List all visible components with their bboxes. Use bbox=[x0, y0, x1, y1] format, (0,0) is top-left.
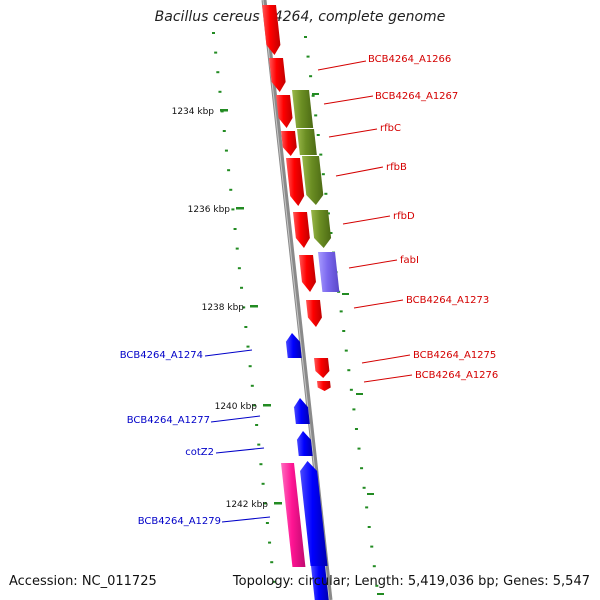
gene-track bbox=[262, 5, 340, 600]
gene-forward[interactable] bbox=[262, 5, 281, 55]
kbp-label: 1234 kbp bbox=[172, 107, 215, 117]
gene-pink[interactable] bbox=[281, 463, 306, 567]
kbp-scale: 1234 kbp 1236 kbp 1238 kbp 1240 kbp 1242 kbp bbox=[172, 107, 282, 510]
gene-rfb[interactable] bbox=[311, 210, 332, 248]
accession-text: Accession: NC_011725 bbox=[9, 574, 157, 589]
gene-label-rfbd[interactable]: rfbD bbox=[393, 211, 415, 222]
kbp-label: 1242 kbp bbox=[226, 500, 269, 510]
kbp-label: 1238 kbp bbox=[202, 303, 245, 313]
gene-forward[interactable] bbox=[306, 300, 322, 327]
gene-label-bcb4264_a1273[interactable]: BCB4264_A1273 bbox=[406, 295, 489, 306]
map-title: Bacillus cereus B4264, complete genome bbox=[154, 9, 446, 25]
gene-forward[interactable] bbox=[276, 95, 293, 128]
gene-reverse[interactable] bbox=[311, 566, 329, 600]
gene-label-rfbc[interactable]: rfbC bbox=[380, 123, 401, 134]
gene-reverse[interactable] bbox=[285, 333, 302, 358]
gene-forward[interactable] bbox=[281, 131, 297, 156]
kbp-label: 1236 kbp bbox=[188, 205, 231, 215]
gene-forward[interactable] bbox=[269, 58, 286, 92]
gene-forward[interactable] bbox=[299, 255, 316, 292]
gene-label-bcb4264_a1275[interactable]: BCB4264_A1275 bbox=[413, 350, 496, 361]
gene-label-bcb4264_a1276[interactable]: BCB4264_A1276 bbox=[415, 370, 498, 381]
gene-forward[interactable] bbox=[314, 358, 330, 378]
gene-label-cotz2[interactable]: cotZ2 bbox=[185, 447, 214, 458]
gene-rfb[interactable] bbox=[297, 129, 317, 155]
gene-forward[interactable] bbox=[286, 158, 305, 206]
gene-label-rfbb[interactable]: rfbB bbox=[386, 162, 407, 173]
gene-forward[interactable] bbox=[317, 381, 331, 391]
gene-labels: BCB4264_A1266 BCB4264_A1267 rfbC rfbB rfbD fa… bbox=[120, 54, 499, 527]
gene-reverse[interactable] bbox=[294, 398, 310, 424]
gene-forward[interactable] bbox=[293, 212, 310, 248]
gene-label-bcb4264_a1266[interactable]: BCB4264_A1266 bbox=[368, 54, 451, 65]
gene-label-bcb4264_a1279[interactable]: BCB4264_A1279 bbox=[138, 516, 221, 527]
gene-label-bcb4264_a1267[interactable]: BCB4264_A1267 bbox=[375, 91, 458, 102]
gene-label-fabi[interactable]: fabI bbox=[400, 255, 419, 266]
gene-rfb[interactable] bbox=[302, 156, 324, 205]
genome-summary: Topology: circular; Length: 5,419,036 bp… bbox=[232, 574, 590, 589]
kbp-label: 1240 kbp bbox=[215, 402, 258, 412]
gene-reverse[interactable] bbox=[300, 461, 328, 566]
gene-reverse[interactable] bbox=[296, 431, 313, 456]
gene-label-bcb4264_a1277[interactable]: BCB4264_A1277 bbox=[127, 415, 210, 426]
gene-fabI[interactable] bbox=[318, 252, 340, 292]
gene-rfb[interactable] bbox=[292, 90, 314, 128]
gene-label-bcb4264_a1274[interactable]: BCB4264_A1274 bbox=[120, 350, 203, 361]
